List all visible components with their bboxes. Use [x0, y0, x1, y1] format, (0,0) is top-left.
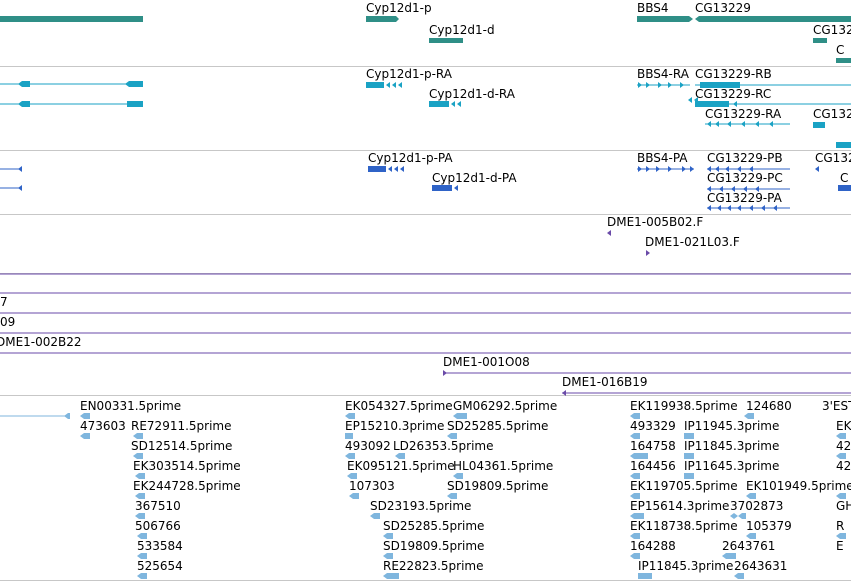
est-label[interactable]: SD23193.5prime	[370, 499, 472, 513]
est-label[interactable]: EK244728.5prime	[133, 479, 241, 493]
gene-cg132-b	[836, 58, 851, 63]
transcript-label[interactable]: CG13229-RA	[705, 107, 782, 121]
est-label[interactable]: 105379	[746, 519, 792, 533]
est-label[interactable]: IP11845.3prime	[684, 439, 780, 453]
est-label[interactable]: 164288	[630, 539, 676, 553]
est-label[interactable]: 107303	[349, 479, 395, 493]
gene-label[interactable]: CG132	[813, 23, 851, 37]
gene-bbs4	[637, 16, 693, 22]
est-label[interactable]: 164456	[630, 459, 676, 473]
est-label[interactable]: GH	[836, 499, 851, 513]
est-label[interactable]: EK	[836, 419, 851, 433]
gene-label[interactable]: CG13229	[695, 1, 751, 15]
protein-label[interactable]: CG13229-PA	[707, 191, 782, 205]
gene-features[interactable]	[0, 16, 851, 63]
est-features[interactable]	[0, 413, 846, 579]
est-label[interactable]: SD19809.5prime	[447, 479, 549, 493]
clone-label[interactable]: 7	[0, 295, 8, 309]
est-label[interactable]: SD19809.5prime	[383, 539, 485, 553]
est-label[interactable]: 493092	[345, 439, 391, 453]
protein-label[interactable]: BBS4-PA	[637, 151, 688, 165]
gene-bar-left	[0, 16, 143, 22]
protein-label[interactable]: CG132	[815, 151, 851, 165]
clone-label[interactable]: 09	[0, 315, 16, 329]
est-label[interactable]: HL04361.5prime	[453, 459, 554, 473]
est-label[interactable]: SD25285.5prime	[447, 419, 549, 433]
protein-label[interactable]: CG13229-PB	[707, 151, 783, 165]
est-label[interactable]: EK119705.5prime	[630, 479, 738, 493]
clone-features[interactable]	[0, 230, 851, 396]
gene-label[interactable]: BBS4	[637, 1, 669, 15]
est-label[interactable]: SD25285.5prime	[383, 519, 485, 533]
est-label[interactable]: EP15210.3prime	[345, 419, 445, 433]
protein-label[interactable]: Cyp12d1-d-PA	[432, 171, 517, 185]
est-label[interactable]: RE22823.5prime	[383, 559, 484, 573]
est-label[interactable]: 42	[836, 459, 851, 473]
est-label[interactable]: IP11845.3prime	[638, 559, 734, 573]
transcript-label[interactable]: CG13229-RB	[695, 67, 772, 81]
est-label[interactable]: E	[836, 539, 844, 553]
clone-label[interactable]: DME1-002B22	[0, 335, 82, 349]
est-label[interactable]: LD26353.5prime	[393, 439, 494, 453]
est-label[interactable]: 42	[836, 439, 851, 453]
gene-cg132-a	[813, 38, 827, 43]
track-divider	[0, 214, 851, 215]
gene-label[interactable]: Cyp12d1-p	[366, 1, 432, 15]
transcript-features[interactable]	[0, 81, 851, 148]
transcript-label[interactable]: BBS4-RA	[637, 67, 689, 81]
est-label[interactable]: 2643631	[734, 559, 788, 573]
est-label[interactable]: 3'EST	[822, 399, 851, 413]
transcript-label[interactable]: Cyp12d1-p-RA	[366, 67, 452, 81]
est-label[interactable]: IP11945.3prime	[684, 419, 780, 433]
est-label[interactable]: 506766	[135, 519, 181, 533]
protein-label[interactable]: C	[840, 171, 849, 185]
clone-label[interactable]: DME1-021L03.F	[645, 235, 740, 249]
est-label[interactable]: 493329	[630, 419, 676, 433]
clone-label[interactable]: DME1-016B19	[562, 375, 648, 389]
protein-label[interactable]: Cyp12d1-p-PA	[368, 151, 453, 165]
transcript-label[interactable]: Cyp12d1-d-RA	[429, 87, 515, 101]
est-label[interactable]: EK303514.5prime	[133, 459, 241, 473]
est-label[interactable]: 367510	[135, 499, 181, 513]
track-divider	[0, 395, 851, 396]
track-divider	[0, 66, 851, 67]
est-label[interactable]: RE72911.5prime	[131, 419, 232, 433]
est-label[interactable]: SD12514.5prime	[131, 439, 233, 453]
clone-label[interactable]: DME1-005B02.F	[607, 215, 704, 229]
est-label[interactable]: EK101949.5prime	[746, 479, 851, 493]
gene-label[interactable]: Cyp12d1-d	[429, 23, 495, 37]
est-label[interactable]: EN00331.5prime	[80, 399, 182, 413]
est-label[interactable]: 525654	[137, 559, 183, 573]
est-label[interactable]: EK119938.5prime	[630, 399, 738, 413]
est-label[interactable]: EP15614.3prime	[630, 499, 730, 513]
est-label[interactable]: GM06292.5prime	[453, 399, 558, 413]
gene-cyp12d1-p	[366, 16, 399, 22]
est-label[interactable]: IP11645.3prime	[684, 459, 780, 473]
protein-features[interactable]	[0, 166, 851, 211]
protein-label[interactable]: CG13229-PC	[707, 171, 783, 185]
gene-label[interactable]: C	[836, 43, 845, 57]
est-label[interactable]: 2643761	[722, 539, 776, 553]
clone-label[interactable]: DME1-001O08	[443, 355, 530, 369]
gene-cyp12d1-d	[429, 38, 463, 43]
est-label[interactable]: EK095121.5prime	[347, 459, 455, 473]
est-label[interactable]: EK118738.5prime	[630, 519, 738, 533]
transcript-label[interactable]: CG132	[813, 107, 851, 121]
track-divider	[0, 580, 851, 581]
est-label[interactable]: 473603	[80, 419, 126, 433]
est-label[interactable]: R	[836, 519, 845, 533]
gene-cg13229	[695, 16, 851, 22]
est-label[interactable]: 164758	[630, 439, 676, 453]
track-divider	[0, 150, 851, 151]
est-label[interactable]: 3702873	[730, 499, 784, 513]
est-label[interactable]: 124680	[746, 399, 792, 413]
est-label[interactable]: EK054327.5prime	[345, 399, 453, 413]
transcript-label[interactable]: CG13229-RC	[695, 87, 772, 101]
est-label[interactable]: 533584	[137, 539, 183, 553]
